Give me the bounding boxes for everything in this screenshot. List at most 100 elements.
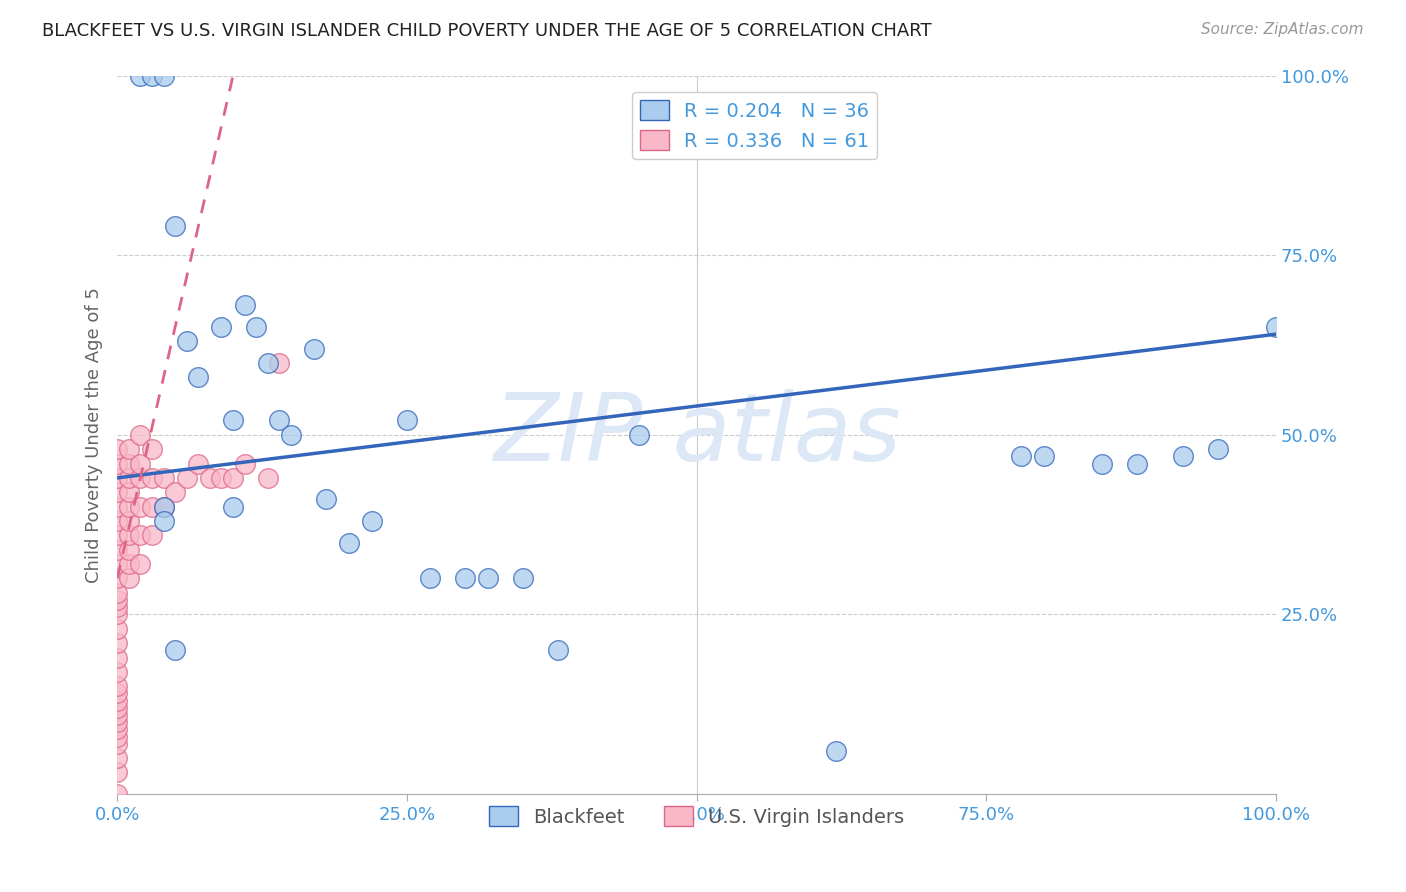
Point xyxy=(211,471,233,485)
Point xyxy=(105,500,128,514)
Point xyxy=(141,500,163,514)
Point xyxy=(211,320,233,334)
Point xyxy=(269,413,291,427)
Legend: Blackfeet, U.S. Virgin Islanders: Blackfeet, U.S. Virgin Islanders xyxy=(481,798,912,835)
Point xyxy=(280,427,302,442)
Point xyxy=(141,528,163,542)
Point xyxy=(512,572,534,586)
Point xyxy=(1010,450,1032,464)
Point xyxy=(141,69,163,83)
Text: ZIP atlas: ZIP atlas xyxy=(492,389,900,480)
Point xyxy=(129,69,152,83)
Point xyxy=(419,572,441,586)
Point xyxy=(233,457,256,471)
Point xyxy=(118,500,141,514)
Text: BLACKFEET VS U.S. VIRGIN ISLANDER CHILD POVERTY UNDER THE AGE OF 5 CORRELATION C: BLACKFEET VS U.S. VIRGIN ISLANDER CHILD … xyxy=(42,22,932,40)
Point xyxy=(222,500,245,514)
Point xyxy=(245,320,267,334)
Point xyxy=(105,557,128,571)
Point xyxy=(105,622,128,636)
Point xyxy=(152,500,174,514)
Point xyxy=(824,744,846,758)
Point xyxy=(129,557,152,571)
Point xyxy=(105,607,128,622)
Point xyxy=(141,442,163,457)
Point xyxy=(187,370,209,384)
Point xyxy=(105,708,128,723)
Point xyxy=(105,665,128,679)
Point xyxy=(105,679,128,693)
Point xyxy=(105,636,128,650)
Point xyxy=(105,765,128,780)
Point xyxy=(105,442,128,457)
Point xyxy=(129,471,152,485)
Point xyxy=(105,593,128,607)
Point xyxy=(302,342,325,356)
Point xyxy=(105,528,128,542)
Point xyxy=(105,751,128,765)
Point xyxy=(1265,320,1288,334)
Point xyxy=(165,219,187,234)
Point xyxy=(118,485,141,500)
Point xyxy=(256,356,278,370)
Point xyxy=(105,723,128,737)
Point xyxy=(118,442,141,457)
Point xyxy=(1173,450,1195,464)
Text: Source: ZipAtlas.com: Source: ZipAtlas.com xyxy=(1201,22,1364,37)
Point xyxy=(395,413,418,427)
Point xyxy=(222,471,245,485)
Point xyxy=(118,557,141,571)
Point xyxy=(105,572,128,586)
Point xyxy=(187,457,209,471)
Point xyxy=(152,500,174,514)
Point xyxy=(105,514,128,528)
Point xyxy=(105,586,128,600)
Point xyxy=(176,471,198,485)
Point xyxy=(337,535,360,549)
Point xyxy=(118,514,141,528)
Point xyxy=(105,471,128,485)
Point xyxy=(256,471,278,485)
Point xyxy=(269,356,291,370)
Point xyxy=(176,334,198,349)
Point xyxy=(105,701,128,715)
Point xyxy=(454,572,477,586)
Point xyxy=(152,514,174,528)
Point xyxy=(105,650,128,665)
Point xyxy=(315,492,337,507)
Point xyxy=(233,298,256,312)
Point xyxy=(547,643,569,657)
Point xyxy=(129,457,152,471)
Point xyxy=(129,427,152,442)
Point xyxy=(477,572,499,586)
Point xyxy=(118,457,141,471)
Point xyxy=(105,600,128,615)
Point xyxy=(1206,442,1229,457)
Point xyxy=(1126,457,1149,471)
Point xyxy=(105,737,128,751)
Point xyxy=(198,471,221,485)
Point xyxy=(152,69,174,83)
Point xyxy=(222,413,245,427)
Point xyxy=(118,528,141,542)
Point xyxy=(118,572,141,586)
Point xyxy=(129,500,152,514)
Point xyxy=(105,693,128,707)
Point xyxy=(118,542,141,557)
Point xyxy=(129,528,152,542)
Point xyxy=(105,457,128,471)
Point xyxy=(105,686,128,700)
Point xyxy=(105,787,128,801)
Point xyxy=(105,730,128,744)
Point xyxy=(118,471,141,485)
Point xyxy=(165,485,187,500)
Point xyxy=(627,427,650,442)
Y-axis label: Child Poverty Under the Age of 5: Child Poverty Under the Age of 5 xyxy=(86,287,103,582)
Point xyxy=(141,471,163,485)
Point xyxy=(105,542,128,557)
Point xyxy=(152,471,174,485)
Point xyxy=(1033,450,1056,464)
Point xyxy=(361,514,384,528)
Point xyxy=(165,643,187,657)
Point xyxy=(105,715,128,730)
